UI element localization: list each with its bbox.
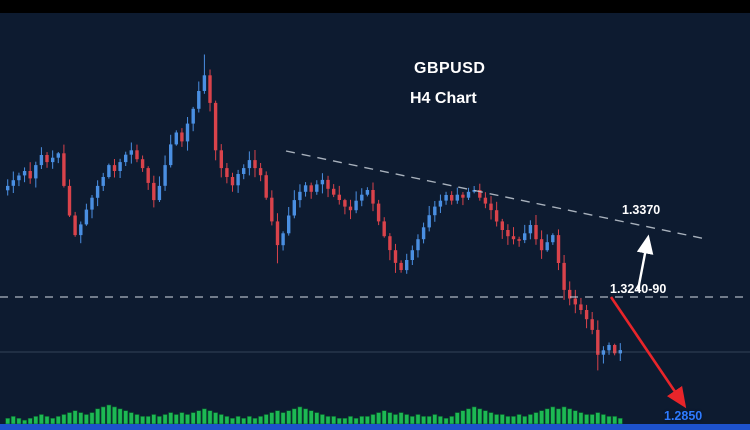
chart-timeframe-title: H4 Chart: [410, 90, 477, 107]
trendline-target-label: 1.3370: [622, 203, 661, 217]
downside-target-label: 1.2850: [664, 409, 703, 423]
chart-symbol-title: GBPUSD: [414, 60, 486, 77]
descending-trendline: [285, 150, 707, 240]
candles: [6, 54, 622, 371]
bottom-blue-strip: [0, 424, 750, 430]
up-arrow-annotation: [636, 234, 654, 291]
volume-histogram: [5, 404, 623, 425]
down-arrow-annotation: [609, 296, 687, 409]
top-black-bar: [0, 0, 750, 13]
breakout-level-label: 1.3240-90: [610, 282, 667, 296]
